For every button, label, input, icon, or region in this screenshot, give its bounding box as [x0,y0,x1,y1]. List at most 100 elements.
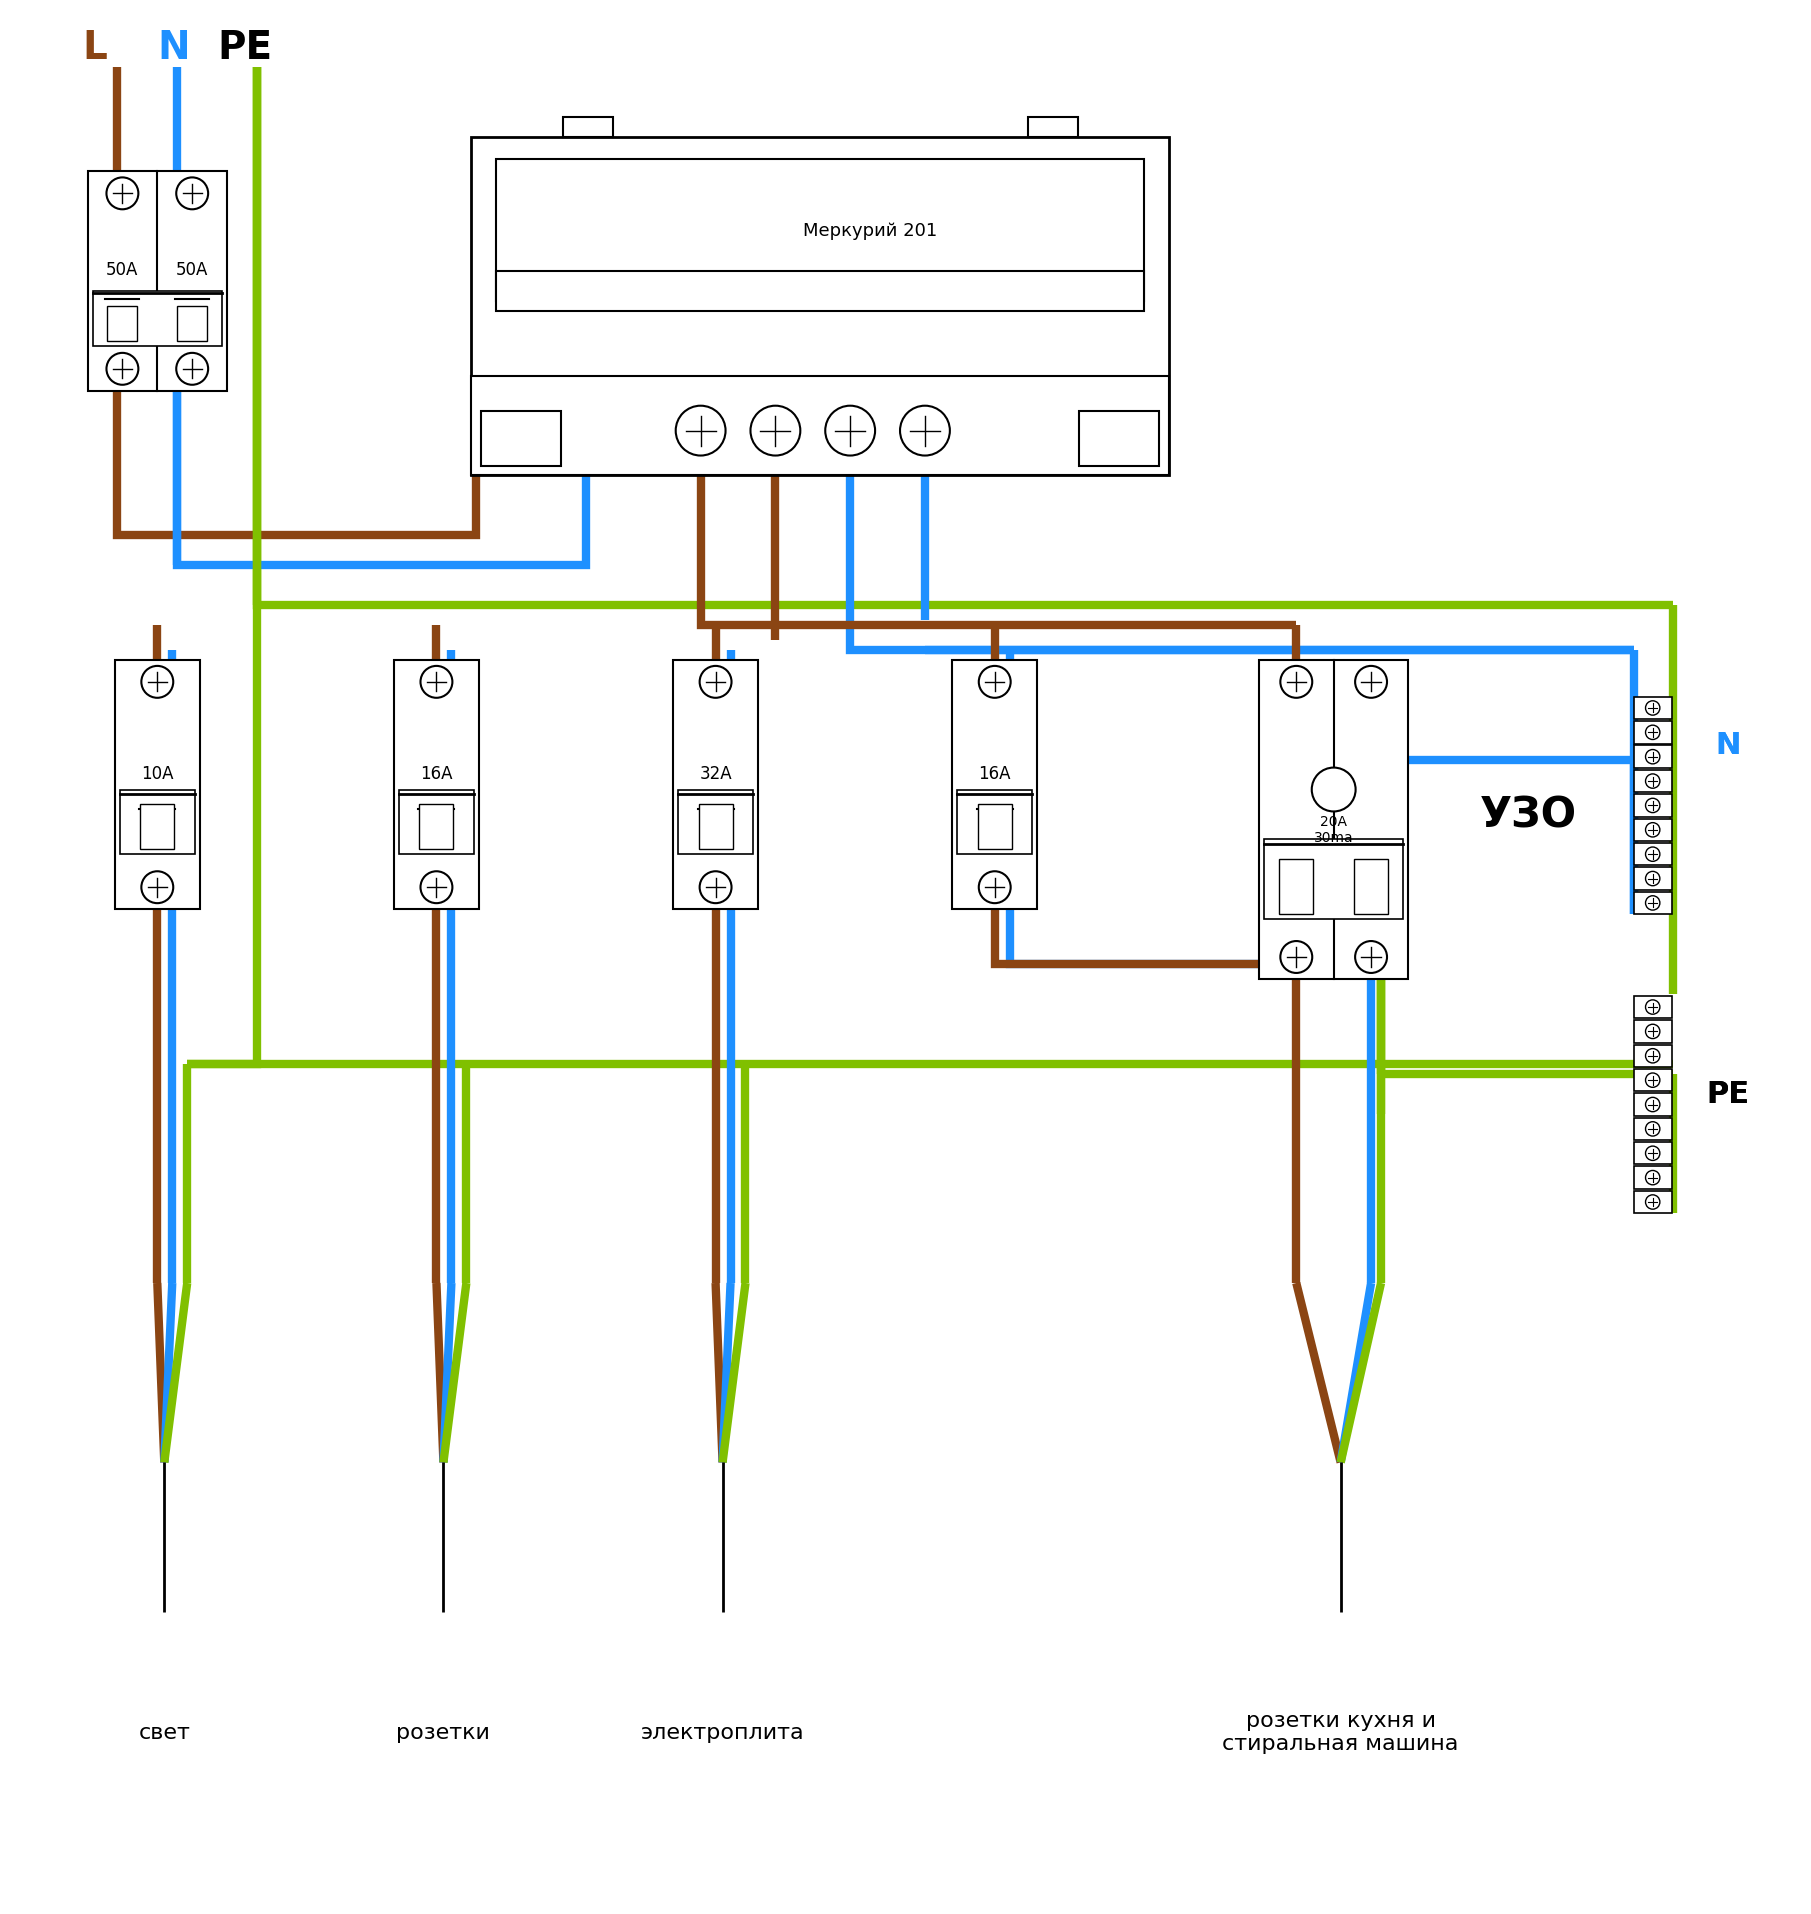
Bar [1634,1093,1672,1116]
Bar [1634,867,1672,890]
Bar [674,660,759,909]
Circle shape [1646,1024,1661,1039]
Circle shape [1646,1074,1661,1087]
Bar [496,272,1145,312]
Bar [177,306,206,343]
Bar [1634,1143,1672,1166]
Circle shape [1646,896,1661,911]
Circle shape [1355,666,1387,699]
Circle shape [1646,823,1661,838]
Bar [420,806,453,850]
Bar [1634,844,1672,865]
Text: N: N [158,29,190,67]
Circle shape [141,871,174,903]
Bar [1634,1168,1672,1189]
Circle shape [978,666,1011,699]
Text: PE: PE [1706,1079,1749,1108]
Bar [953,660,1038,909]
Circle shape [1280,942,1313,974]
Circle shape [1646,798,1661,813]
Text: розетки кухня и
стиральная машина: розетки кухня и стиральная машина [1222,1709,1460,1753]
Circle shape [1646,750,1661,764]
Circle shape [699,871,732,903]
Bar [1634,1020,1672,1043]
Bar [398,790,474,856]
Bar [395,660,478,909]
Circle shape [1646,775,1661,789]
Text: N: N [1715,731,1740,760]
Circle shape [107,354,138,385]
Bar [1634,819,1672,842]
Bar [87,172,226,392]
Circle shape [1646,1122,1661,1137]
Bar [120,790,196,856]
Circle shape [900,406,949,456]
Text: PE: PE [217,29,272,67]
Text: электроплита: электроплита [641,1723,804,1742]
Circle shape [1355,942,1387,974]
Text: УЗО: УЗО [1480,794,1577,836]
Bar [92,293,223,346]
Text: PE: PE [1706,1079,1749,1108]
Bar [471,377,1170,477]
Bar [1634,1118,1672,1141]
Text: 50A: 50A [176,260,208,279]
Text: 50A: 50A [107,260,139,279]
Bar [1634,771,1672,792]
Circle shape [1646,848,1661,861]
Bar [1634,1191,1672,1213]
Bar [958,790,1032,856]
Circle shape [420,666,453,699]
Circle shape [420,871,453,903]
Text: N: N [1715,731,1740,760]
Circle shape [1646,1146,1661,1160]
Bar [1634,997,1672,1018]
Bar [1279,859,1313,915]
Circle shape [176,354,208,385]
Circle shape [1646,725,1661,741]
Circle shape [978,871,1011,903]
Circle shape [1646,873,1661,886]
Text: 10A: 10A [141,764,174,783]
Circle shape [1280,666,1313,699]
Bar [699,806,732,850]
Circle shape [1646,701,1661,716]
Bar [114,660,199,909]
Text: 20А
30ma: 20А 30ma [1313,815,1353,846]
Text: розетки: розетки [397,1723,491,1742]
Text: 16A: 16A [420,764,453,783]
Circle shape [1646,1171,1661,1185]
Bar [1634,1045,1672,1068]
Bar [107,306,138,343]
Bar [563,117,612,138]
Bar [482,412,561,467]
Circle shape [699,666,732,699]
Bar [141,806,174,850]
Circle shape [1646,1194,1661,1210]
Text: 16A: 16A [978,764,1011,783]
Circle shape [176,178,208,211]
Bar [1259,660,1409,980]
Bar [1355,859,1387,915]
Circle shape [1311,768,1356,812]
Circle shape [750,406,800,456]
Bar [1079,412,1159,467]
Bar [1634,794,1672,817]
Circle shape [107,178,138,211]
Bar [677,790,753,856]
Bar [1634,1070,1672,1091]
Circle shape [141,666,174,699]
Circle shape [1646,1001,1661,1014]
Text: 32A: 32A [699,764,732,783]
Text: Меркурий 201: Меркурий 201 [802,222,938,239]
Bar [1264,840,1404,919]
Circle shape [826,406,875,456]
Bar [496,159,1145,302]
Bar [1029,117,1078,138]
Circle shape [1646,1049,1661,1064]
Circle shape [676,406,726,456]
Bar [1634,892,1672,915]
Bar [471,138,1170,477]
Bar [1634,722,1672,745]
Bar [978,806,1012,850]
